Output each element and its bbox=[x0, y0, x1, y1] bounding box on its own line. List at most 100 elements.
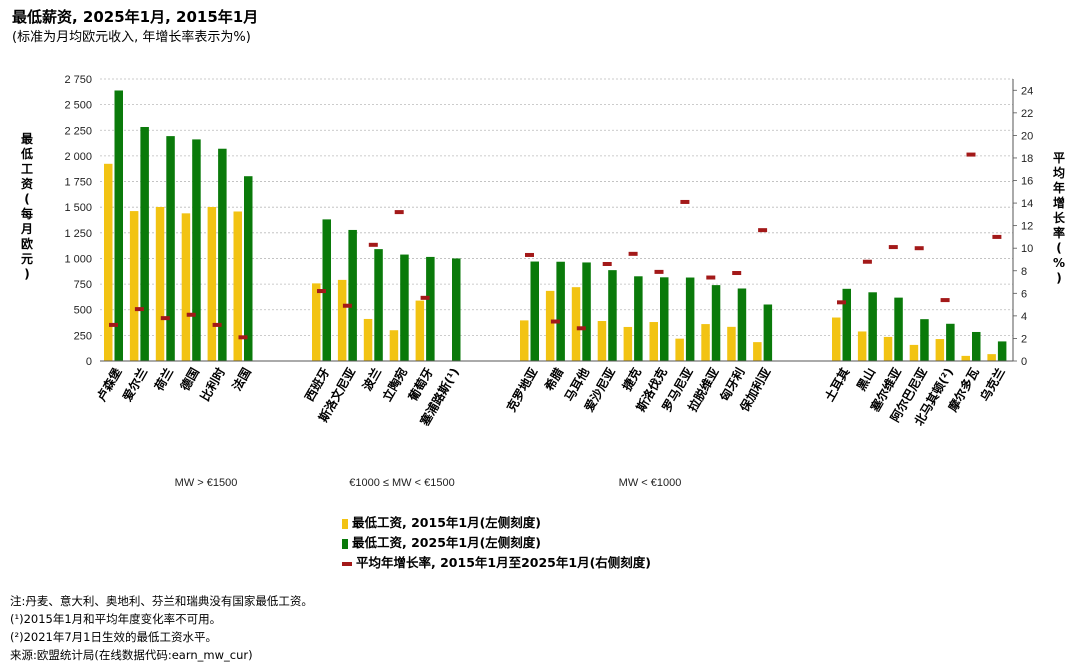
growth-marker bbox=[368, 242, 378, 247]
growth-marker bbox=[550, 319, 560, 324]
growth-marker bbox=[732, 271, 742, 276]
country-label: 波兰 bbox=[359, 365, 384, 393]
bar-2025 bbox=[972, 331, 981, 361]
country-label: 捷克 bbox=[619, 365, 644, 393]
bar-2025 bbox=[244, 176, 253, 361]
bar-2025 bbox=[322, 219, 331, 361]
legend-swatch-2015 bbox=[342, 518, 348, 529]
bar-2025 bbox=[868, 292, 877, 361]
bar-2025 bbox=[685, 277, 695, 361]
growth-marker bbox=[134, 307, 144, 312]
bar-2015 bbox=[701, 324, 710, 361]
country-label: 法国 bbox=[229, 365, 254, 393]
growth-marker bbox=[837, 300, 846, 305]
bar-2025 bbox=[608, 270, 617, 361]
country-label: 土耳其 bbox=[821, 365, 852, 404]
bar-2015 bbox=[961, 355, 970, 361]
growth-marker bbox=[628, 251, 638, 256]
bar-2025 bbox=[894, 297, 903, 361]
group-label: MW < €1000 bbox=[619, 477, 682, 489]
growth-marker bbox=[394, 210, 404, 215]
bar-2015 bbox=[753, 342, 762, 361]
growth-marker bbox=[862, 259, 872, 264]
growth-marker bbox=[525, 252, 534, 257]
bar-2025 bbox=[842, 288, 851, 361]
bar-2015 bbox=[389, 330, 399, 361]
legend-item-2015: 最低工资, 2015年1月(左侧刻度) bbox=[342, 513, 651, 533]
y2-tick-label: 14 bbox=[1021, 198, 1033, 210]
bar-2015 bbox=[675, 338, 684, 361]
growth-marker bbox=[758, 228, 768, 233]
chart-subtitle: (标准为月均欧元收入, 年增长率表示为%) bbox=[12, 30, 251, 45]
y2-axis-title: 平均年增长率(%) bbox=[1053, 151, 1066, 285]
y-tick-label: 250 bbox=[74, 330, 92, 342]
y-axis-title: 最低工资(每月欧元) bbox=[20, 132, 34, 281]
growth-marker bbox=[186, 312, 196, 317]
bar-2015 bbox=[832, 317, 841, 361]
y-tick-label: 1 750 bbox=[64, 177, 92, 189]
y2-tick-label: 20 bbox=[1021, 130, 1033, 142]
y-tick-label: 2 250 bbox=[64, 125, 92, 137]
bar-2015 bbox=[727, 326, 736, 361]
y-tick-label: 2 000 bbox=[64, 151, 92, 163]
y2-tick-label: 6 bbox=[1021, 288, 1027, 300]
footnote-3: (²)2021年7月1日生效的最低工资水平。 bbox=[10, 630, 217, 644]
growth-marker bbox=[940, 298, 950, 303]
bar-2015 bbox=[233, 211, 242, 361]
minimum-wage-chart: 0 250 500 750 1 000 1 250 1 500 1 750 2 000 2 250… bbox=[20, 74, 1066, 489]
growth-marker bbox=[317, 289, 326, 294]
growth-marker bbox=[160, 316, 170, 321]
footnote-2: (¹)2015年1月和平均年度变化率不可用。 bbox=[10, 612, 222, 626]
y-tick-label: 2 750 bbox=[64, 74, 92, 86]
y2-tick-label: 0 bbox=[1021, 356, 1027, 368]
y-tick-label: 2 500 bbox=[64, 100, 92, 112]
bar-2025 bbox=[140, 126, 149, 361]
bar-2015 bbox=[545, 290, 555, 361]
bar-2015 bbox=[312, 283, 321, 361]
legend-swatch-2025 bbox=[342, 538, 348, 549]
country-label: 荷兰 bbox=[151, 365, 176, 394]
country-label: 黑山 bbox=[853, 365, 878, 393]
chart-title: 最低薪资, 2025年1月, 2015年1月 bbox=[12, 8, 259, 26]
bar-2015 bbox=[857, 331, 867, 361]
growth-marker bbox=[654, 269, 664, 274]
bar-2025 bbox=[582, 262, 591, 361]
bar-2015 bbox=[363, 318, 373, 361]
country-label: 立陶宛 bbox=[379, 365, 410, 404]
bar-2015 bbox=[181, 213, 191, 361]
y2-tick-label: 16 bbox=[1021, 176, 1033, 188]
country-label: 乌克兰 bbox=[977, 365, 1008, 404]
group-label: MW > €1500 bbox=[175, 477, 238, 489]
bar-2015 bbox=[520, 320, 529, 361]
y-tick-label: 750 bbox=[74, 279, 92, 291]
legend-swatch-growth bbox=[342, 561, 352, 566]
bar-2015 bbox=[155, 206, 165, 361]
y2-tick-label: 12 bbox=[1021, 221, 1033, 233]
bar-2015 bbox=[597, 321, 607, 361]
y2-tick-label: 22 bbox=[1021, 108, 1033, 120]
bar-2025 bbox=[452, 258, 461, 361]
legend-label-2025: 最低工资, 2025年1月(左侧刻度) bbox=[352, 535, 542, 550]
bar-2025 bbox=[660, 277, 669, 361]
growth-marker bbox=[992, 234, 1002, 239]
y-tick-label: 1 250 bbox=[64, 228, 92, 240]
growth-marker bbox=[342, 303, 352, 308]
footnote-source: 来源:欧盟统计局(在线数据代码:earn_mw_cur) bbox=[10, 648, 253, 662]
bar-2025 bbox=[192, 139, 201, 361]
growth-marker bbox=[914, 246, 924, 251]
bar-2025 bbox=[426, 256, 435, 361]
y-tick-label: 1 000 bbox=[64, 253, 92, 265]
bar-2025 bbox=[166, 136, 175, 361]
bar-2015 bbox=[571, 287, 581, 361]
bar-2025 bbox=[218, 148, 227, 361]
bar-2015 bbox=[935, 339, 945, 361]
growth-marker bbox=[966, 152, 976, 157]
bar-2025 bbox=[763, 304, 773, 361]
bar-2015 bbox=[987, 354, 996, 361]
growth-marker bbox=[238, 335, 248, 340]
bar-2025 bbox=[530, 261, 539, 361]
growth-marker bbox=[706, 275, 716, 280]
bar-2025 bbox=[946, 323, 955, 361]
y-tick-label: 500 bbox=[74, 305, 92, 317]
bar-2025 bbox=[400, 254, 409, 361]
